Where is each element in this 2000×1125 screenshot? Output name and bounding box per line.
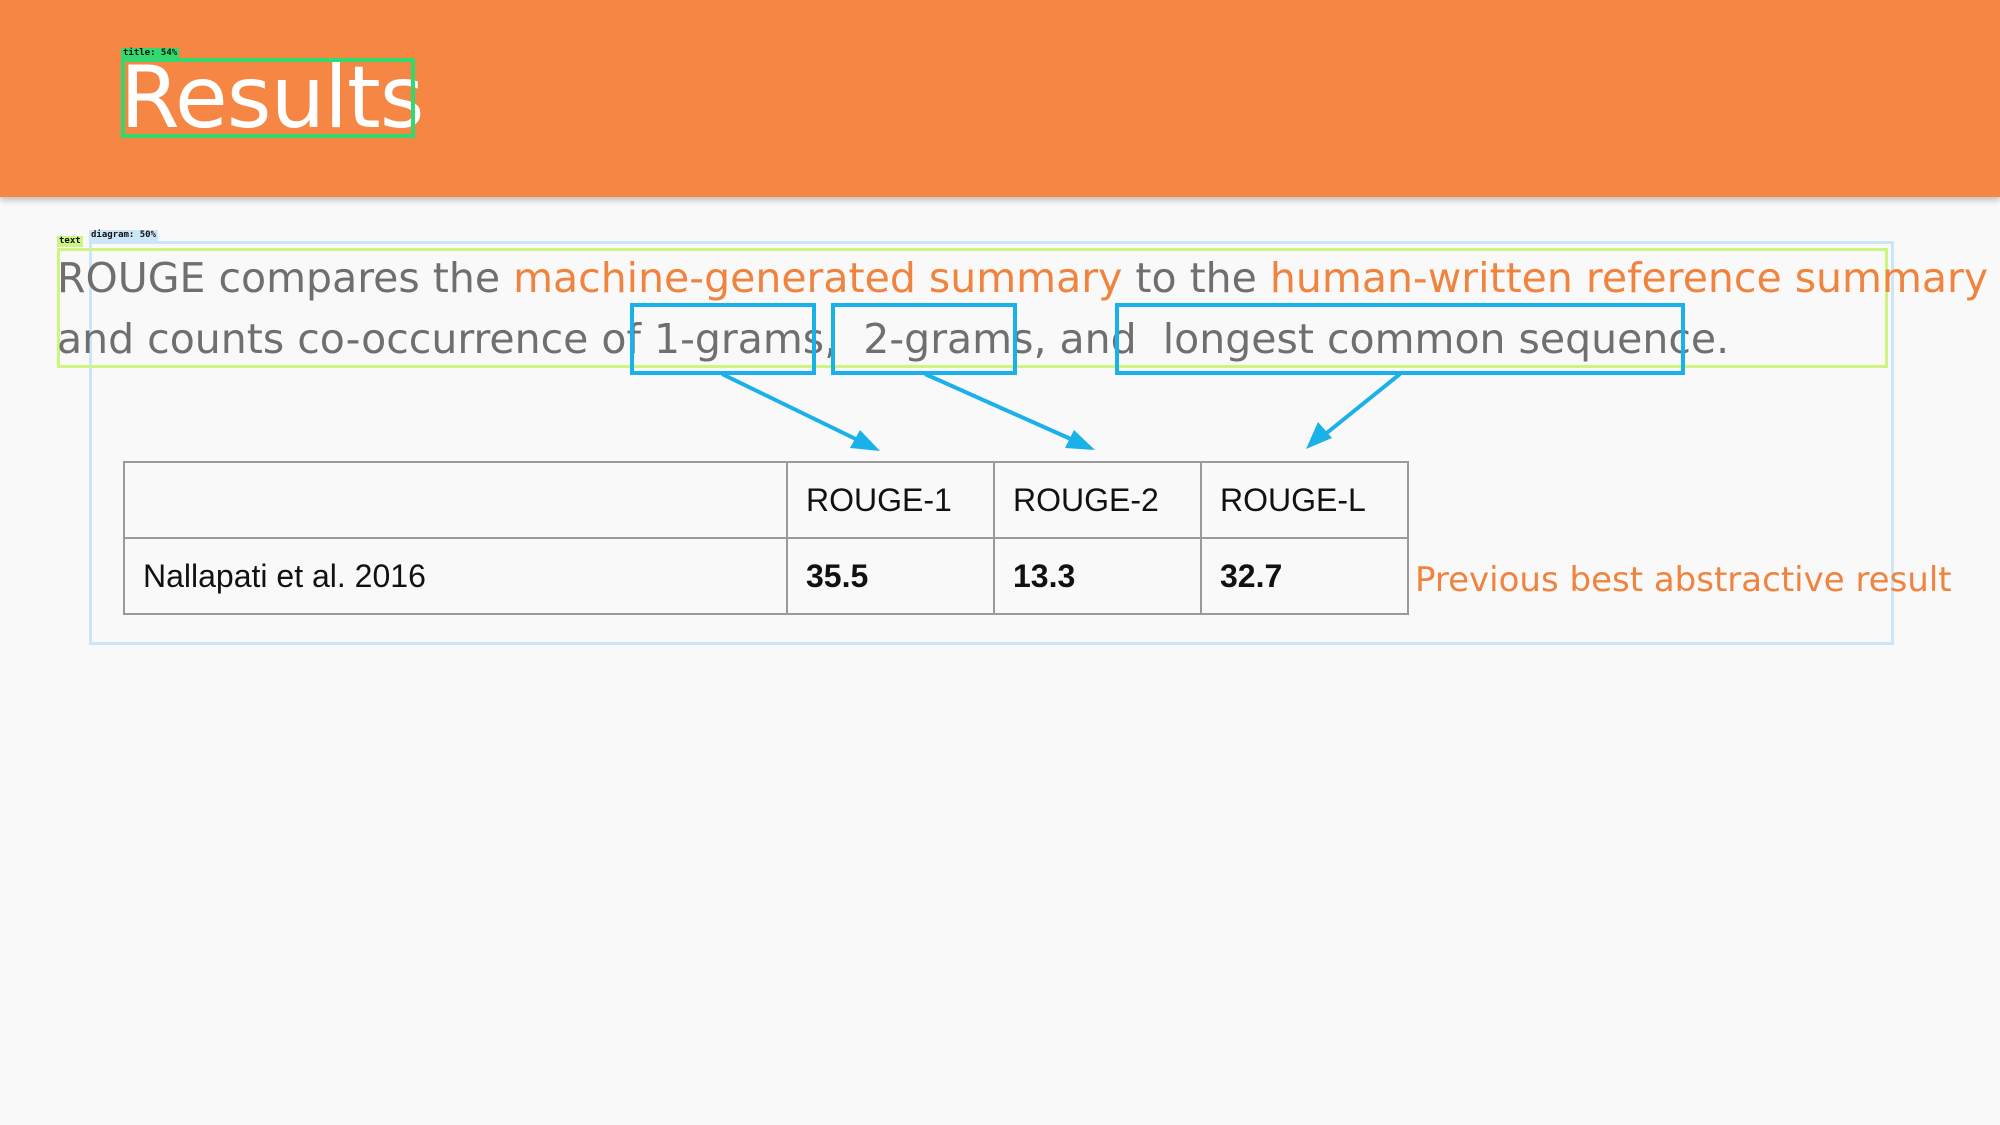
term-lcs: longest common sequence. bbox=[1162, 315, 1730, 363]
arrow-lcs bbox=[1316, 372, 1402, 442]
description-paragraph: ROUGE compares the machine-generated sum… bbox=[57, 248, 1988, 370]
text-detection-tag: text bbox=[57, 236, 83, 247]
table-header-row: ROUGE-1 ROUGE-2 ROUGE-L bbox=[123, 461, 1409, 539]
highlight-box-2-grams bbox=[831, 303, 1017, 375]
table-cell-rouge-2: 13.3 bbox=[993, 537, 1202, 615]
term-1-grams: 1-grams, bbox=[653, 315, 838, 363]
previous-best-note: Previous best abstractive result bbox=[1415, 560, 1952, 600]
diagram-detection-tag: diagram: 50% bbox=[89, 230, 159, 241]
arrowhead-1-grams bbox=[850, 430, 880, 451]
table-cell-rouge-l: 32.7 bbox=[1200, 537, 1409, 615]
highlight-box-lcs bbox=[1115, 303, 1685, 375]
arrow-1-grams bbox=[721, 372, 867, 446]
title-detection-box bbox=[121, 58, 415, 138]
table-header-rouge-l: ROUGE-L bbox=[1200, 461, 1409, 539]
slide-header bbox=[0, 0, 2000, 197]
table-cell-label: Nallapati et al. 2016 bbox=[123, 537, 788, 615]
table-header-rouge-1: ROUGE-1 bbox=[786, 461, 995, 539]
table-header-empty bbox=[123, 461, 788, 539]
diagram-detection-box bbox=[89, 241, 1894, 645]
rouge-results-table: ROUGE-1 ROUGE-2 ROUGE-L Nallapati et al.… bbox=[123, 461, 1409, 615]
highlight-machine-summary: machine-generated summary bbox=[513, 254, 1123, 302]
title-detection-tag: title: 54% bbox=[121, 48, 180, 59]
para-text-5: and bbox=[1046, 315, 1150, 363]
arrow-2-grams bbox=[924, 372, 1083, 446]
highlight-human-summary: human-written reference summary bbox=[1269, 254, 1989, 302]
para-text-2: to the bbox=[1122, 254, 1270, 302]
text-detection-box bbox=[57, 248, 1888, 368]
table-header-rouge-2: ROUGE-2 bbox=[993, 461, 1202, 539]
arrowhead-lcs bbox=[1306, 422, 1332, 449]
table-cell-rouge-1: 35.5 bbox=[786, 537, 995, 615]
para-text-3: and counts co-occurrence of bbox=[57, 315, 654, 363]
table-row: Nallapati et al. 2016 35.5 13.3 32.7 bbox=[123, 537, 1409, 615]
arrowhead-2-grams bbox=[1065, 430, 1095, 450]
para-text-1: ROUGE compares the bbox=[57, 254, 514, 302]
slide-title: Results bbox=[120, 48, 425, 148]
